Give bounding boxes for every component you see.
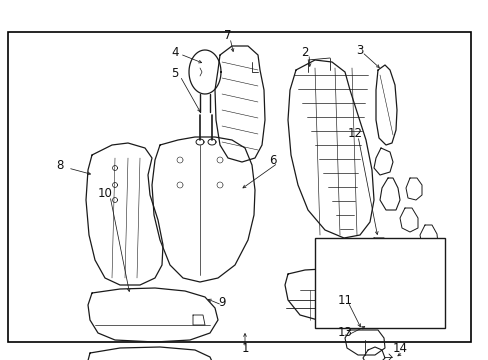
Text: 9: 9 [218,296,225,309]
Text: 5: 5 [171,67,178,80]
Text: 4: 4 [171,45,179,59]
Text: 11: 11 [337,293,352,306]
Bar [8,32,470,342]
Text: 12: 12 [347,126,362,140]
Text: 6: 6 [269,153,276,166]
Text: 13: 13 [337,327,352,339]
Text: 8: 8 [56,158,63,171]
Bar [314,238,444,328]
Text: 1: 1 [241,342,248,355]
Text: 2: 2 [301,45,308,59]
Text: 3: 3 [356,44,363,57]
Text: 10: 10 [98,186,112,199]
Text: 7: 7 [224,28,231,41]
Text: 14: 14 [392,342,407,356]
